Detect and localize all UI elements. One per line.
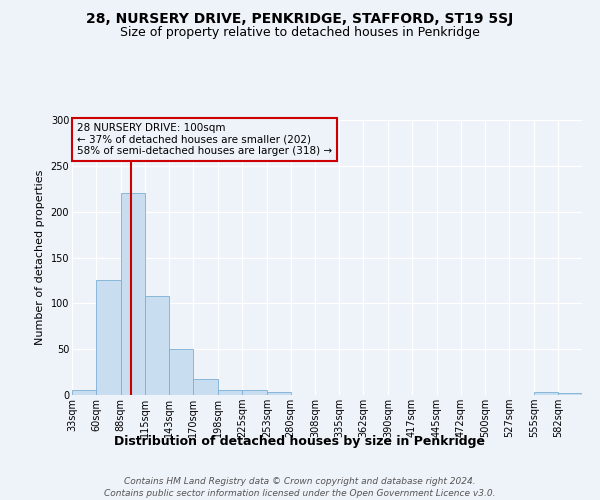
Bar bbox=[558, 393, 582, 395]
Bar bbox=[193, 378, 218, 395]
Text: Contains HM Land Registry data © Crown copyright and database right 2024.
Contai: Contains HM Land Registry data © Crown c… bbox=[104, 476, 496, 498]
Bar bbox=[96, 280, 121, 395]
Bar bbox=[121, 194, 145, 395]
Text: 28 NURSERY DRIVE: 100sqm
← 37% of detached houses are smaller (202)
58% of semi-: 28 NURSERY DRIVE: 100sqm ← 37% of detach… bbox=[77, 122, 332, 156]
Text: Distribution of detached houses by size in Penkridge: Distribution of detached houses by size … bbox=[115, 435, 485, 448]
Bar bbox=[218, 390, 242, 395]
Bar bbox=[267, 392, 290, 395]
Text: 28, NURSERY DRIVE, PENKRIDGE, STAFFORD, ST19 5SJ: 28, NURSERY DRIVE, PENKRIDGE, STAFFORD, … bbox=[86, 12, 514, 26]
Bar bbox=[242, 390, 267, 395]
Text: Size of property relative to detached houses in Penkridge: Size of property relative to detached ho… bbox=[120, 26, 480, 39]
Bar bbox=[169, 349, 193, 395]
Bar bbox=[534, 392, 558, 395]
Y-axis label: Number of detached properties: Number of detached properties bbox=[35, 170, 45, 345]
Bar bbox=[145, 296, 169, 395]
Bar bbox=[72, 390, 96, 395]
